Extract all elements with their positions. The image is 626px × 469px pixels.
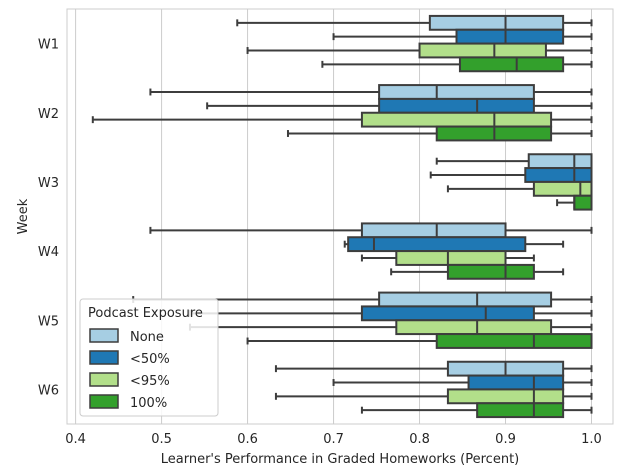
x-tick-label: 0.9 bbox=[495, 432, 516, 447]
box-None-W3 bbox=[435, 153, 593, 170]
box-<95%-W1 bbox=[246, 42, 593, 59]
box-iqr bbox=[360, 111, 553, 128]
y-axis-label: Week bbox=[16, 198, 31, 234]
y-axis-ticks: W1 W2 W3 W4 W5 W6 bbox=[38, 38, 59, 399]
grid-lines bbox=[75, 9, 593, 424]
y-tick-label: W2 bbox=[38, 107, 59, 122]
y-tick-label: W6 bbox=[38, 383, 59, 398]
box-<95%-W3 bbox=[446, 180, 593, 197]
legend-swatch-100% bbox=[89, 394, 119, 409]
legend-entry-label: <95% bbox=[130, 374, 170, 389]
box-iqr bbox=[573, 194, 593, 211]
box-iqr bbox=[418, 42, 547, 59]
box-iqr bbox=[458, 56, 565, 73]
box-iqr bbox=[435, 333, 593, 349]
box-None-W1 bbox=[236, 14, 593, 31]
box-<50%-W5 bbox=[188, 305, 593, 322]
y-tick-label: W1 bbox=[38, 38, 59, 53]
box-100%-W6 bbox=[360, 402, 593, 419]
legend-swatch-None bbox=[89, 328, 119, 343]
x-axis-ticks: 0.4 0.5 0.6 0.7 0.8 0.9 1.0 bbox=[65, 432, 602, 447]
box-iqr bbox=[524, 167, 593, 183]
box-None-W6 bbox=[274, 360, 593, 377]
box-100%-W3 bbox=[556, 194, 593, 211]
box-100%-W2 bbox=[286, 125, 593, 142]
box-<95%-W5 bbox=[188, 319, 593, 336]
box-100%-W5 bbox=[246, 333, 593, 349]
box-iqr bbox=[476, 402, 565, 419]
box-<50%-W1 bbox=[332, 28, 593, 45]
legend-swatch-<50% bbox=[89, 350, 119, 365]
box-iqr bbox=[532, 180, 593, 197]
box-iqr bbox=[428, 14, 565, 31]
box-iqr bbox=[378, 291, 553, 308]
x-tick-label: 0.8 bbox=[409, 432, 430, 447]
box-<95%-W2 bbox=[91, 111, 593, 128]
box-iqr bbox=[360, 222, 507, 239]
box-100%-W4 bbox=[390, 263, 565, 280]
box-plot-area bbox=[91, 14, 593, 419]
box-None-W4 bbox=[149, 222, 593, 239]
x-tick-label: 0.4 bbox=[65, 432, 86, 447]
box-iqr bbox=[527, 153, 593, 170]
box-iqr bbox=[455, 28, 565, 45]
box-<50%-W3 bbox=[429, 167, 593, 183]
box-100%-W1 bbox=[321, 56, 593, 73]
box-<95%-W6 bbox=[274, 388, 593, 405]
legend-title: Podcast Exposure bbox=[88, 306, 203, 321]
y-tick-label: W5 bbox=[38, 314, 59, 329]
box-<50%-W6 bbox=[332, 374, 593, 391]
legend-entry-label: <50% bbox=[130, 352, 170, 367]
box-iqr bbox=[395, 319, 553, 336]
x-axis-label: Learner's Performance in Graded Homework… bbox=[161, 452, 519, 467]
box-iqr bbox=[446, 263, 535, 280]
legend: Podcast Exposure None <50% <95% 100% bbox=[79, 298, 219, 417]
box-iqr bbox=[395, 250, 507, 266]
legend-swatch-<95% bbox=[89, 372, 119, 387]
box-iqr bbox=[360, 305, 535, 322]
y-tick-label: W3 bbox=[38, 176, 59, 191]
box-<50%-W4 bbox=[343, 236, 565, 253]
y-tick-label: W4 bbox=[38, 245, 59, 260]
box-iqr bbox=[378, 97, 535, 114]
box-iqr bbox=[378, 84, 535, 100]
x-tick-label: 0.7 bbox=[323, 432, 344, 447]
plot-frame bbox=[66, 8, 614, 425]
x-tick-label: 0.6 bbox=[237, 432, 258, 447]
legend-entry-label: None bbox=[130, 330, 164, 345]
legend-entry-label: 100% bbox=[130, 396, 167, 411]
box-<50%-W2 bbox=[206, 97, 593, 114]
box-iqr bbox=[467, 374, 565, 391]
x-tick-label: 0.5 bbox=[151, 432, 172, 447]
box-None-W2 bbox=[149, 84, 593, 100]
box-<95%-W4 bbox=[360, 250, 535, 266]
box-iqr bbox=[446, 388, 565, 405]
x-tick-label: 1.0 bbox=[581, 432, 602, 447]
